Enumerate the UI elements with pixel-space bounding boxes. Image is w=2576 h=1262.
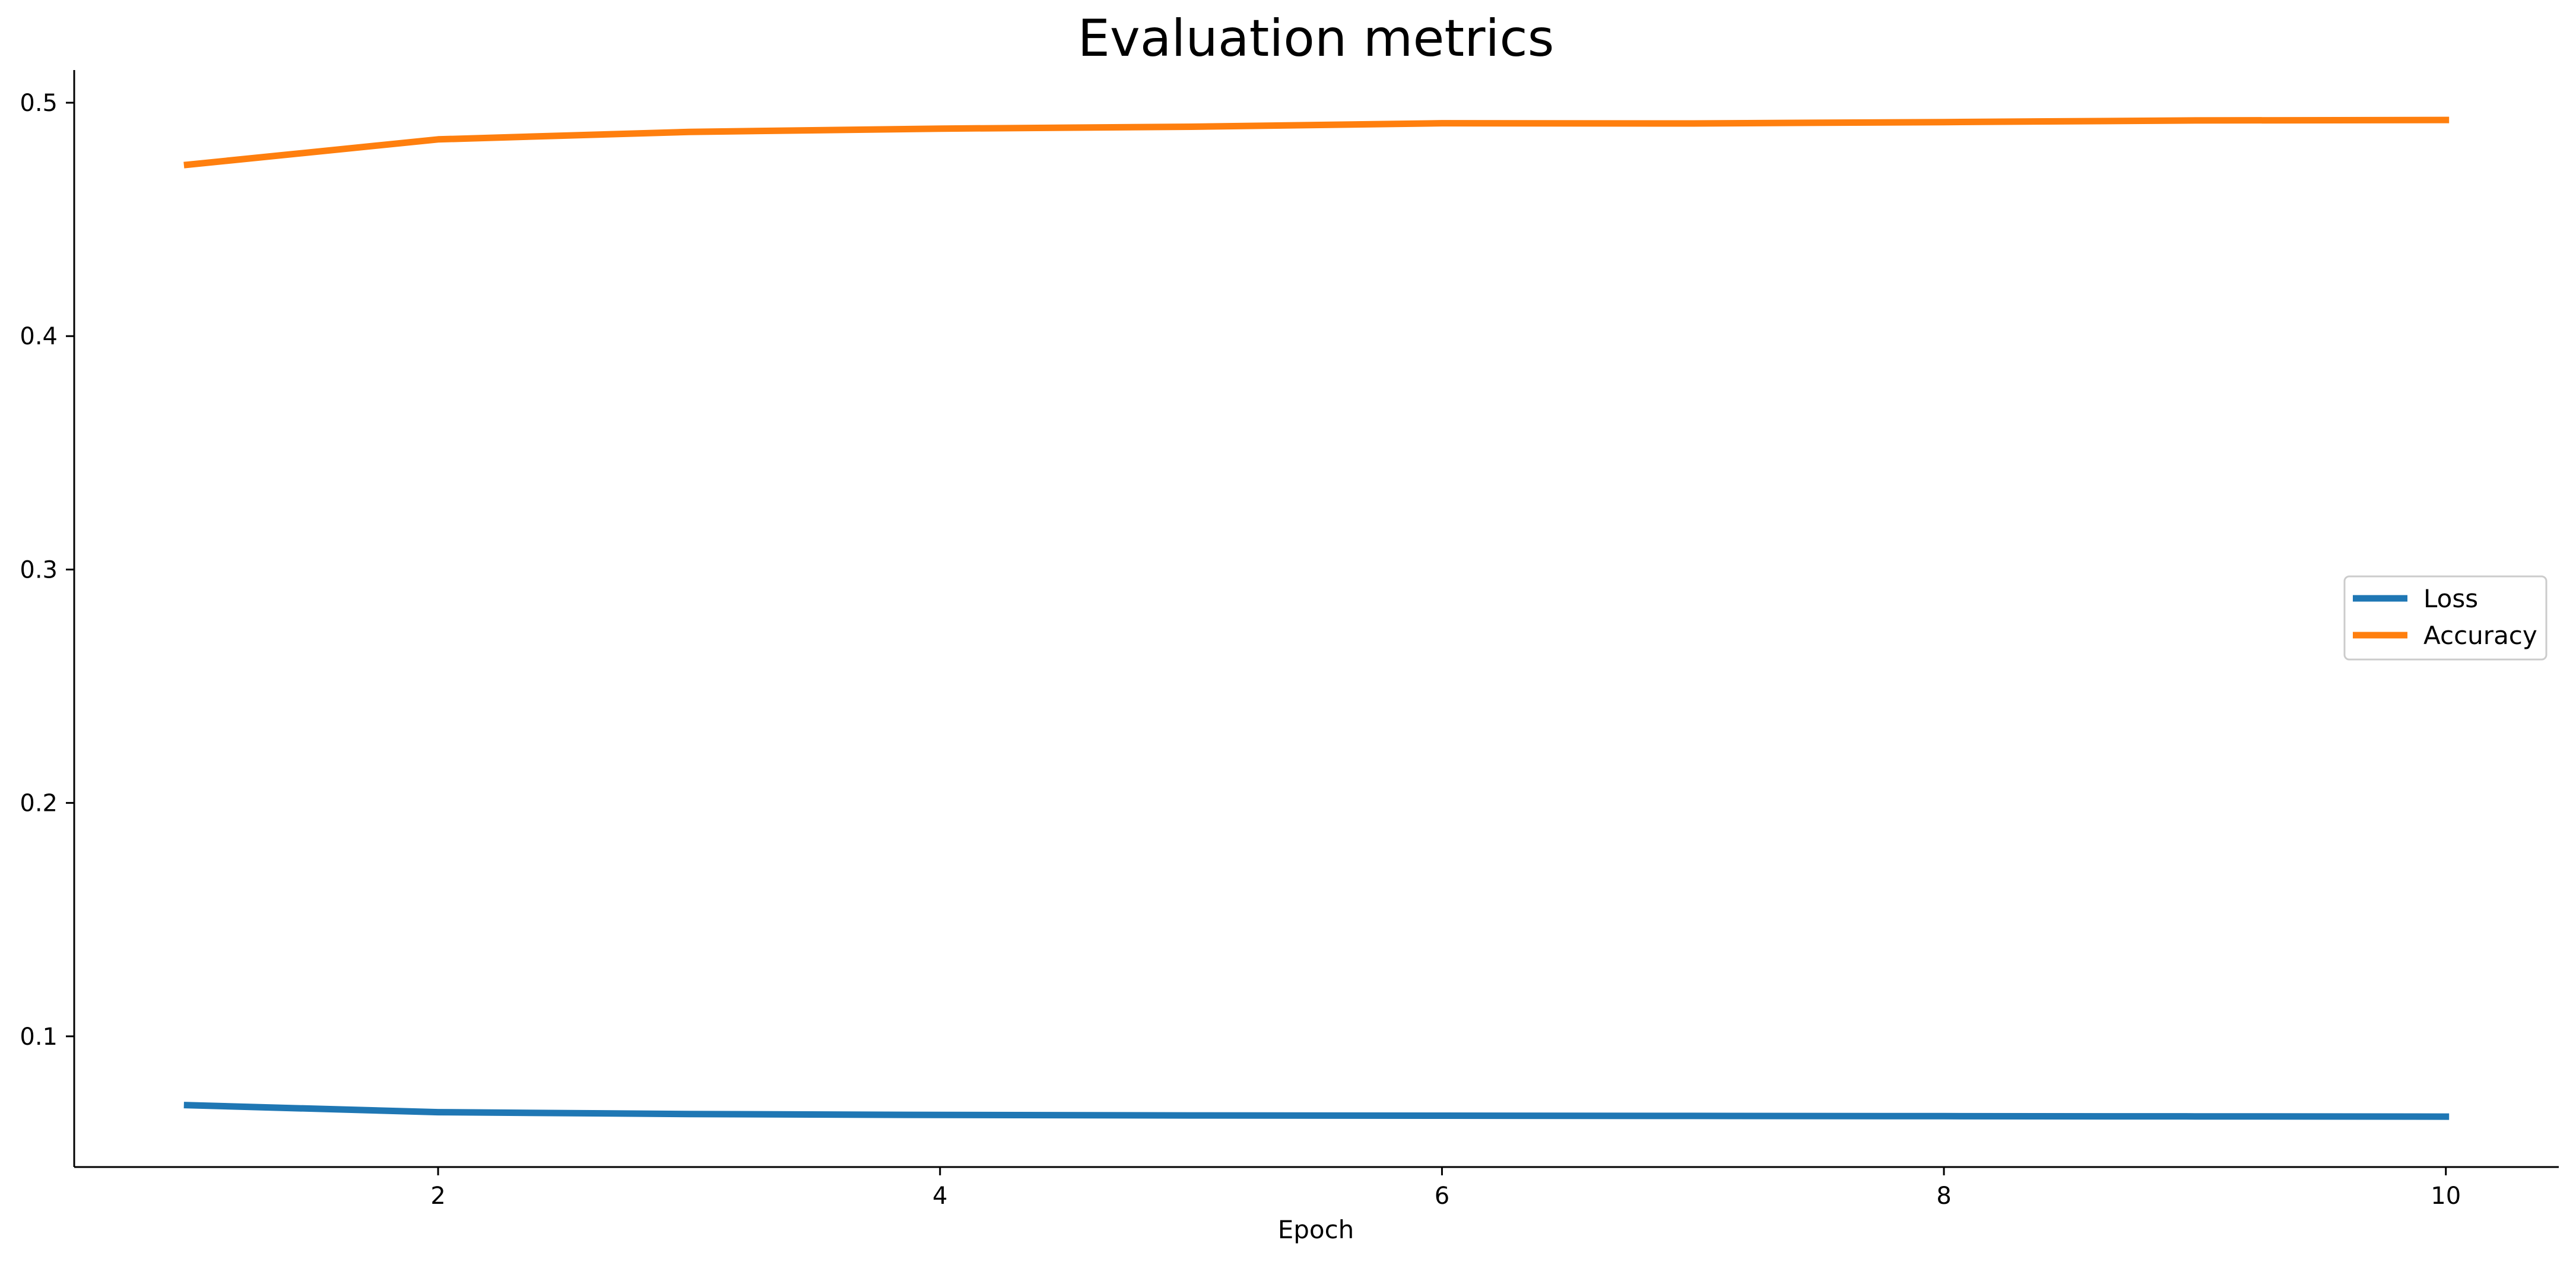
x-tick-label: 2	[430, 1182, 445, 1210]
legend-label-loss: Loss	[2423, 584, 2478, 613]
x-tick-label: 6	[1435, 1182, 1449, 1210]
legend: Loss Accuracy	[2343, 575, 2548, 661]
y-tick-label: 0.2	[20, 790, 58, 817]
series-line-accuracy	[183, 116, 2450, 169]
x-tick-label: 4	[932, 1182, 947, 1210]
y-tick-label: 0.5	[20, 90, 58, 117]
y-tick-label: 0.3	[20, 556, 58, 584]
x-axis-label: Epoch	[1278, 1215, 1354, 1244]
legend-label-accuracy: Accuracy	[2423, 621, 2537, 650]
series-line-loss	[183, 1102, 2450, 1120]
y-tick-label: 0.1	[20, 1023, 58, 1051]
x-tick-label: 8	[1936, 1182, 1951, 1210]
x-ticks: 2 4 6 8 10	[430, 1167, 2461, 1210]
y-tick-label: 0.4	[20, 323, 58, 350]
x-tick-label: 10	[2431, 1182, 2461, 1210]
y-ticks: 0.1 0.2 0.3 0.4 0.5	[20, 90, 74, 1051]
plot-lines	[183, 116, 2450, 1120]
chart-title: Evaluation metrics	[1078, 9, 1555, 68]
